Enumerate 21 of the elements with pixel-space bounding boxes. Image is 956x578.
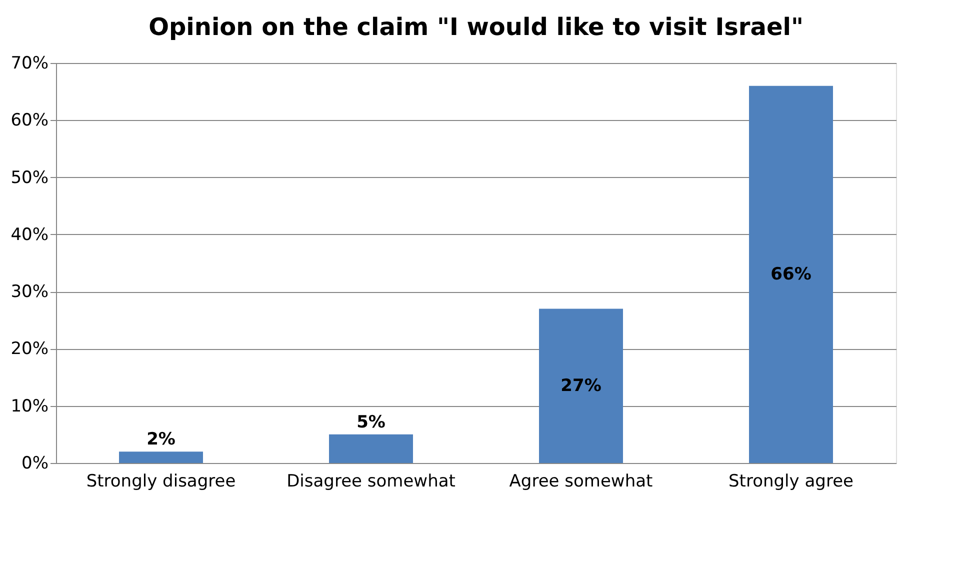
chart-title: Opinion on the claim "I would like to visit Israel"	[148, 13, 804, 41]
bar	[329, 434, 413, 463]
y-tick-label: 40%	[10, 224, 48, 245]
data-label: 27%	[560, 376, 602, 396]
bar	[119, 452, 203, 463]
y-tick-label: 70%	[10, 54, 48, 74]
x-tick-label: Disagree somewhat	[286, 472, 456, 492]
x-tick-label: Strongly disagree	[86, 472, 236, 492]
y-tick-label: 30%	[10, 282, 48, 302]
y-tick-label: 50%	[10, 168, 48, 188]
data-label: 66%	[770, 264, 812, 284]
y-tick-label: 20%	[10, 339, 48, 360]
y-tick-label: 10%	[10, 396, 48, 416]
x-tick-label: Strongly agree	[728, 472, 854, 492]
bar	[539, 308, 623, 463]
data-label: 5%	[356, 412, 386, 432]
y-tick-label: 0%	[22, 454, 48, 474]
data-label: 2%	[146, 430, 176, 450]
bar	[749, 86, 833, 463]
x-tick-label: Agree somewhat	[509, 472, 654, 492]
y-tick-label: 60%	[10, 110, 48, 131]
